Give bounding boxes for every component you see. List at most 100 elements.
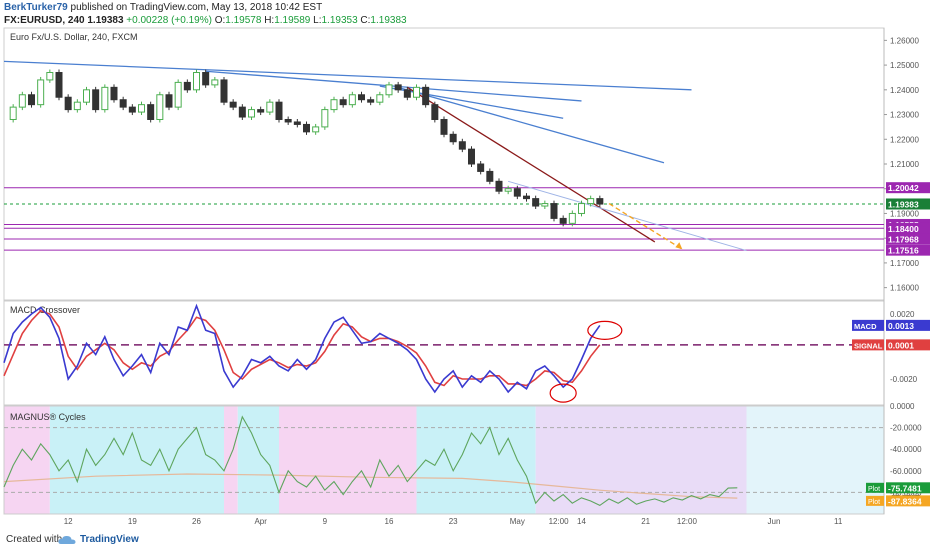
low-label: L: <box>313 15 322 26</box>
cycle-value-tag: -75.7481 <box>888 483 922 493</box>
candle-body <box>348 94 356 106</box>
high-label: H: <box>264 15 275 26</box>
cycles-y-tick: -20.0000 <box>890 424 922 433</box>
candle-body <box>385 84 393 96</box>
cycles-pane-title: MAGNUS® Cycles <box>10 412 86 422</box>
chart-header: BerkTurker79 published on TradingView.co… <box>0 0 932 28</box>
projection-arrow <box>608 202 683 250</box>
candle-body <box>376 94 384 103</box>
author-link[interactable]: BerkTurker79 <box>4 2 68 13</box>
candle-body <box>275 101 283 120</box>
chart-area[interactable]: Euro Fx/U.S. Dollar, 240, FXCM 1.26000 1.2… <box>0 0 932 530</box>
candle-body <box>9 106 17 120</box>
price-pane-title: Euro Fx/U.S. Dollar, 240, FXCM <box>10 32 138 42</box>
price-label: 1.20042 <box>888 183 919 193</box>
price-y-tick: 1.17000 <box>890 259 919 268</box>
candle-body <box>211 79 219 86</box>
cycles-y-tick: 0.0000 <box>890 402 915 411</box>
macd-y-tick: -0.0020 <box>890 375 918 384</box>
cycle-value-tag-bg <box>886 495 930 507</box>
candle-body <box>229 101 237 108</box>
price-y-tick: 1.16000 <box>890 284 919 293</box>
cycles-y-tick: -40.0000 <box>890 445 922 454</box>
candle-body <box>284 118 292 123</box>
price-y-tick: 1.26000 <box>890 36 919 45</box>
cycle-name-tag-bg <box>866 482 884 493</box>
tradingview-brand[interactable]: TradingView <box>80 534 139 545</box>
candle-body <box>541 203 549 207</box>
time-axis-tick: 23 <box>449 517 458 526</box>
candle-body <box>248 109 255 118</box>
time-axis-tick: 14 <box>577 517 586 526</box>
macd-value-tag: 0.0013 <box>888 321 914 331</box>
candle-body <box>18 94 26 108</box>
candle-body <box>183 81 191 91</box>
cycle-value-tag: -87.8364 <box>888 496 922 506</box>
candle-body <box>358 94 365 101</box>
candle-body <box>403 89 411 98</box>
candle-body <box>468 148 475 165</box>
cycle-name-tag: Plot <box>868 486 880 493</box>
price-change: +0.00228 (+0.19%) <box>126 15 212 26</box>
high-value: 1.19589 <box>274 15 311 26</box>
candle-body <box>238 106 246 118</box>
candle-body <box>486 170 494 182</box>
trendline-blue <box>3 60 692 91</box>
candle-body <box>504 188 512 192</box>
time-axis-tick: May <box>510 517 525 526</box>
price-label-bg <box>886 244 930 256</box>
open-value: 1.19578 <box>225 15 262 26</box>
price-label: 1.18400 <box>888 224 919 234</box>
candle-body <box>64 96 72 111</box>
time-axis-tick: 12 <box>64 517 73 526</box>
trendline-dark <box>406 86 656 243</box>
time-axis-tick: 19 <box>128 517 137 526</box>
open-label: O: <box>214 15 226 26</box>
candle-body <box>193 72 200 91</box>
cycle-ma-line <box>3 473 738 499</box>
candle-body <box>156 94 164 120</box>
cycle-band <box>49 406 225 514</box>
candle-body <box>587 198 595 205</box>
annotation-ellipse <box>587 320 623 340</box>
candle-body <box>55 72 63 98</box>
cycle-value-tag-bg <box>886 482 930 494</box>
price-label: 1.17968 <box>888 234 919 244</box>
time-axis-tick: 16 <box>385 517 394 526</box>
price-label: 1.17516 <box>888 246 919 256</box>
candle-body <box>596 198 604 205</box>
time-axis-tick: 9 <box>323 517 328 526</box>
macd-name-tag: SIGNAL <box>854 341 883 350</box>
price-y-tick: 1.21000 <box>890 160 919 169</box>
cycle-band <box>535 406 747 514</box>
macd-value-tag-bg <box>886 339 930 351</box>
candle-body <box>559 217 567 224</box>
candle-body <box>73 101 81 111</box>
cycles-y-tick: -60.0000 <box>890 467 922 476</box>
candle-body <box>431 104 439 120</box>
candle-body <box>165 94 173 108</box>
tradingview-cloud-icon <box>58 535 76 544</box>
candle-body <box>513 188 521 197</box>
trendline-blue <box>397 86 665 164</box>
projection-arrow-head <box>675 242 683 250</box>
candle-body <box>330 99 338 111</box>
candle-body <box>532 198 540 207</box>
time-axis-tick: 21 <box>641 517 650 526</box>
price-label-bg <box>886 222 930 234</box>
cycle-name-tag-bg <box>866 495 884 506</box>
last-price: 1.19383 <box>87 15 124 26</box>
created-with-label: Created with <box>6 534 63 545</box>
time-axis-tick: 12:00 <box>549 517 570 526</box>
symbol-label[interactable]: FX:EURUSD, 240 <box>4 15 85 26</box>
time-axis-tick: 11 <box>834 517 843 526</box>
candle-body <box>440 118 448 135</box>
macd-value-tag-bg <box>886 319 930 331</box>
price-label-bg <box>886 198 930 210</box>
cycle-band <box>237 406 279 514</box>
candle-body <box>367 99 375 103</box>
low-value: 1.19353 <box>321 15 358 26</box>
candle-body <box>523 195 530 200</box>
time-axis-tick: 12:00 <box>677 517 698 526</box>
price-y-tick: 1.24000 <box>890 86 919 95</box>
